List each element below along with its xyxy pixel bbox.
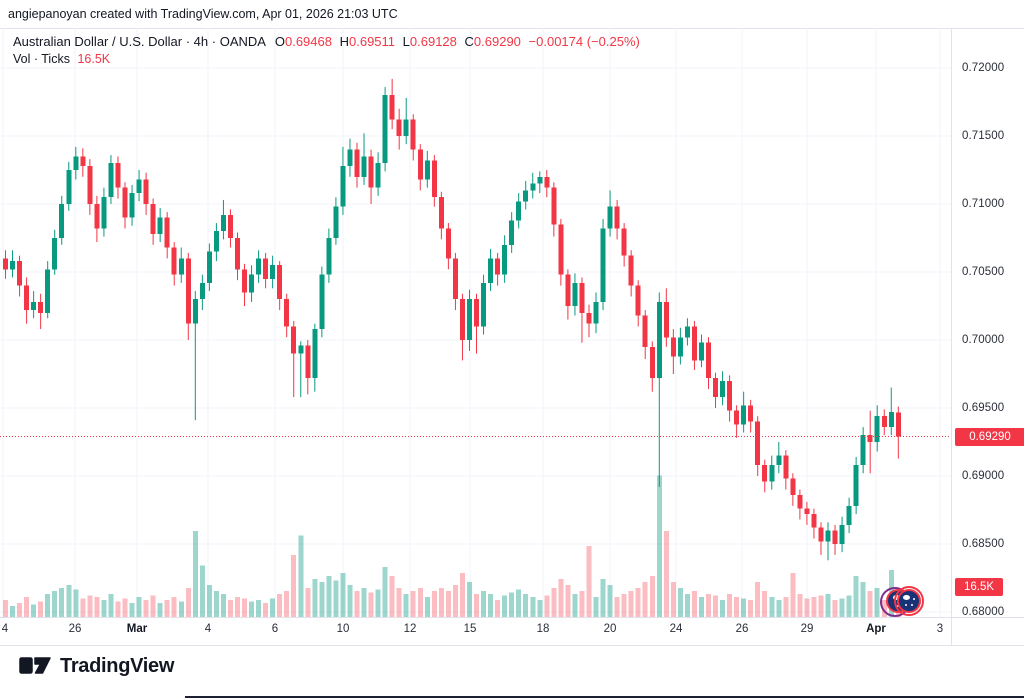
screenshot-bottom-edge [185, 696, 1024, 698]
pane-border-right [951, 28, 952, 645]
time-axis-label: 26 [735, 623, 749, 635]
candlestick-chart[interactable] [0, 28, 951, 618]
exchange-label: OANDA [219, 34, 266, 49]
time-axis-label: 12 [403, 623, 417, 635]
tradingview-logo[interactable]: TradingView [18, 653, 174, 679]
interval-label[interactable]: 4h [193, 34, 209, 49]
high-value: 0.69511 [349, 34, 396, 49]
low-label: L [402, 34, 410, 49]
australia-flag-icon[interactable] [897, 589, 921, 613]
price-axis-label: 0.68000 [962, 606, 1005, 618]
pane-border-top [0, 28, 1024, 29]
time-axis-label: Mar [126, 623, 148, 635]
time-axis-label: 10 [336, 623, 350, 635]
time-axis-label: 6 [271, 623, 279, 635]
volume-value: 16.5K [77, 52, 111, 66]
time-axis-label: 26 [68, 623, 82, 635]
time-axis-label: 18 [536, 623, 550, 635]
time-axis-label: 4 [204, 623, 212, 635]
time-axis-label: 15 [463, 623, 477, 635]
price-axis-label: 0.72000 [962, 62, 1005, 74]
price-axis-label: 0.71000 [962, 198, 1005, 210]
change-value: −0.00174 (−0.25%) [528, 34, 640, 49]
time-axis-label: 4 [1, 623, 9, 635]
volume-label: Vol · Ticks [13, 52, 70, 66]
chart-legend: Australian Dollar / U.S. Dollar · 4h · O… [13, 33, 640, 68]
time-axis-label: 24 [669, 623, 683, 635]
footer-separator [0, 645, 1024, 646]
price-axis-label: 0.71500 [962, 130, 1005, 142]
attribution-text: angiepanoyan created with TradingView.co… [8, 7, 398, 21]
price-axis-label: 0.68500 [962, 538, 1005, 550]
legend-separator: · [185, 34, 191, 49]
price-axis-label: 0.69000 [962, 470, 1005, 482]
time-axis[interactable]: 4 26 Mar 4 6 10 12 15 18 20 24 26 29 Apr 3 [0, 617, 951, 645]
open-label: O [274, 34, 285, 49]
price-axis-label: 0.70000 [962, 334, 1005, 346]
chart-canvas[interactable] [0, 28, 951, 618]
time-axis-label: 29 [800, 623, 814, 635]
event-ring-icon [894, 586, 924, 616]
price-axis[interactable]: 0.72000 0.71500 0.71000 0.70500 0.70000 0.695… [952, 28, 1024, 618]
legend-row-symbol: Australian Dollar / U.S. Dollar · 4h · O… [13, 33, 640, 50]
high-label: H [339, 34, 349, 49]
time-axis-label: 3 [936, 623, 944, 635]
price-axis-label: 0.69500 [962, 402, 1005, 414]
legend-row-volume: Vol · Ticks 16.5K [13, 51, 640, 68]
open-value: 0.69468 [284, 34, 332, 49]
time-axis-separator [0, 617, 1024, 618]
economic-event-markers[interactable] [880, 583, 938, 617]
time-axis-label: Apr [866, 623, 886, 635]
symbol-title[interactable]: Australian Dollar / U.S. Dollar [13, 34, 183, 49]
tradingview-logo-text: TradingView [60, 654, 175, 677]
close-label: C [464, 34, 474, 49]
volume-badge: 16.5K [955, 578, 1003, 597]
low-value: 0.69128 [409, 34, 457, 49]
legend-separator: · [211, 34, 217, 49]
last-price-badge: 0.69290 [955, 427, 1024, 446]
price-axis-label: 0.70500 [962, 266, 1005, 278]
tradingview-logo-icon [19, 657, 51, 674]
close-value: 0.69290 [473, 34, 521, 49]
time-axis-label: 20 [603, 623, 617, 635]
